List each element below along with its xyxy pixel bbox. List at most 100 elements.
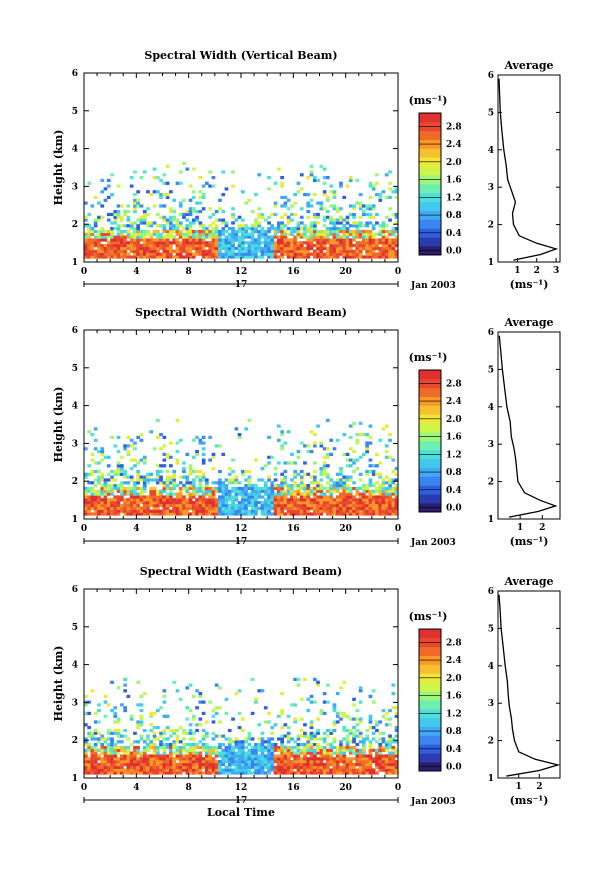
heatmap-cell bbox=[159, 743, 163, 747]
heatmap-cell bbox=[156, 762, 160, 767]
heatmap-cell bbox=[110, 492, 114, 496]
heatmap-cell bbox=[87, 495, 91, 499]
heatmap-cell bbox=[309, 506, 314, 510]
heatmap-cell bbox=[254, 221, 258, 225]
heatmap-cell bbox=[368, 441, 373, 445]
heatmap-cell bbox=[120, 235, 124, 239]
heatmap-cell bbox=[329, 190, 333, 194]
heatmap-cell bbox=[384, 195, 389, 199]
heatmap-cell bbox=[159, 232, 163, 236]
heatmap-cell bbox=[394, 728, 399, 733]
heatmap-cell bbox=[149, 489, 154, 493]
heatmap-cell bbox=[375, 252, 379, 256]
y-tick-label: 2 bbox=[72, 736, 78, 746]
heatmap-cell bbox=[368, 484, 373, 488]
x-tick-label: 12 bbox=[235, 783, 248, 793]
heatmap-cell bbox=[93, 229, 98, 234]
heatmap-cell bbox=[260, 745, 265, 750]
heatmap-cell bbox=[116, 249, 121, 253]
heatmap-cell bbox=[106, 244, 111, 248]
heatmap-cell bbox=[156, 489, 160, 493]
heatmap-cell bbox=[159, 252, 163, 256]
heatmap-cell bbox=[126, 224, 131, 228]
heatmap-cell bbox=[342, 227, 347, 231]
heatmap-cell bbox=[97, 740, 101, 744]
heatmap-cell bbox=[368, 244, 373, 248]
heatmap-cell bbox=[208, 501, 212, 505]
heatmap-cell bbox=[175, 218, 180, 222]
heatmap-cell bbox=[365, 734, 369, 738]
heatmap-cell bbox=[316, 201, 320, 205]
heatmap-cell bbox=[290, 760, 294, 764]
heatmap-cell bbox=[286, 484, 291, 488]
heatmap-cell bbox=[87, 472, 91, 476]
heatmap-cell bbox=[146, 207, 150, 211]
heatmap-cell bbox=[231, 717, 235, 721]
heatmap-cell bbox=[280, 244, 284, 248]
heatmap-cell bbox=[139, 762, 144, 767]
heatmap-cell bbox=[309, 224, 314, 228]
heatmap-cell bbox=[120, 506, 124, 510]
heatmap-cell bbox=[352, 244, 356, 248]
heatmap-cell bbox=[263, 762, 268, 767]
heatmap-cell bbox=[169, 743, 173, 747]
heatmap-cell bbox=[260, 503, 265, 508]
heatmap-cell bbox=[375, 751, 379, 755]
heatmap-cell bbox=[162, 227, 167, 231]
heatmap-cell bbox=[319, 207, 324, 211]
heatmap-cell bbox=[368, 748, 373, 752]
heatmap-cell bbox=[254, 246, 258, 251]
heatmap-cell bbox=[381, 501, 386, 505]
heatmap-cell bbox=[254, 458, 258, 462]
heatmap-cell bbox=[313, 760, 317, 764]
heatmap-cell bbox=[116, 484, 121, 488]
heatmap-cell bbox=[309, 489, 314, 493]
heatmap-cell bbox=[116, 740, 121, 744]
heatmap-cell bbox=[270, 227, 275, 231]
heatmap-cell bbox=[348, 760, 353, 764]
heatmap-cell bbox=[139, 501, 144, 505]
heatmap-cell bbox=[152, 503, 157, 508]
heatmap-cell bbox=[293, 238, 297, 242]
heatmap-cell bbox=[149, 478, 154, 482]
heatmap-cell bbox=[388, 754, 392, 758]
heatmap-cell bbox=[100, 771, 105, 775]
heatmap-cell bbox=[205, 244, 209, 248]
heatmap-cell bbox=[296, 489, 301, 493]
heatmap-cell bbox=[371, 731, 376, 735]
heatmap-cell bbox=[136, 720, 140, 724]
heatmap-cell bbox=[273, 501, 278, 505]
colorbar-swatch bbox=[419, 646, 441, 656]
heatmap-cell bbox=[394, 478, 399, 482]
heatmap-cell bbox=[224, 249, 229, 253]
heatmap-cell bbox=[267, 503, 271, 508]
heatmap-cell bbox=[188, 484, 193, 488]
heatmap-cell bbox=[136, 760, 140, 764]
heatmap-cell bbox=[152, 238, 157, 242]
heatmap-cell bbox=[335, 495, 340, 499]
heatmap-cell bbox=[322, 737, 327, 741]
heatmap-cell bbox=[182, 244, 186, 248]
heatmap-cell bbox=[358, 734, 363, 738]
heatmap-cell bbox=[87, 249, 91, 253]
heatmap-cell bbox=[116, 212, 121, 217]
heatmap-cell bbox=[322, 218, 327, 222]
heatmap-cell bbox=[175, 252, 180, 256]
panel-title: Spectral Width (Eastward Beam) bbox=[140, 565, 342, 578]
heatmap-cell bbox=[162, 748, 167, 752]
heatmap-cell bbox=[339, 754, 343, 758]
heatmap-cell bbox=[358, 762, 363, 767]
heatmap-cell bbox=[378, 229, 383, 234]
heatmap-cell bbox=[172, 238, 176, 242]
heatmap-cell bbox=[93, 748, 98, 752]
heatmap-cell bbox=[172, 745, 176, 750]
heatmap-cell bbox=[162, 235, 167, 239]
heatmap-cell bbox=[133, 489, 137, 493]
y-tick-label: 4 bbox=[72, 402, 78, 412]
heatmap-cell bbox=[198, 469, 203, 474]
heatmap-cell bbox=[129, 478, 134, 482]
heatmap-cell bbox=[149, 252, 154, 256]
heatmap-cell bbox=[319, 249, 324, 253]
heatmap-cell bbox=[116, 252, 121, 256]
heatmap-cell bbox=[241, 227, 245, 231]
